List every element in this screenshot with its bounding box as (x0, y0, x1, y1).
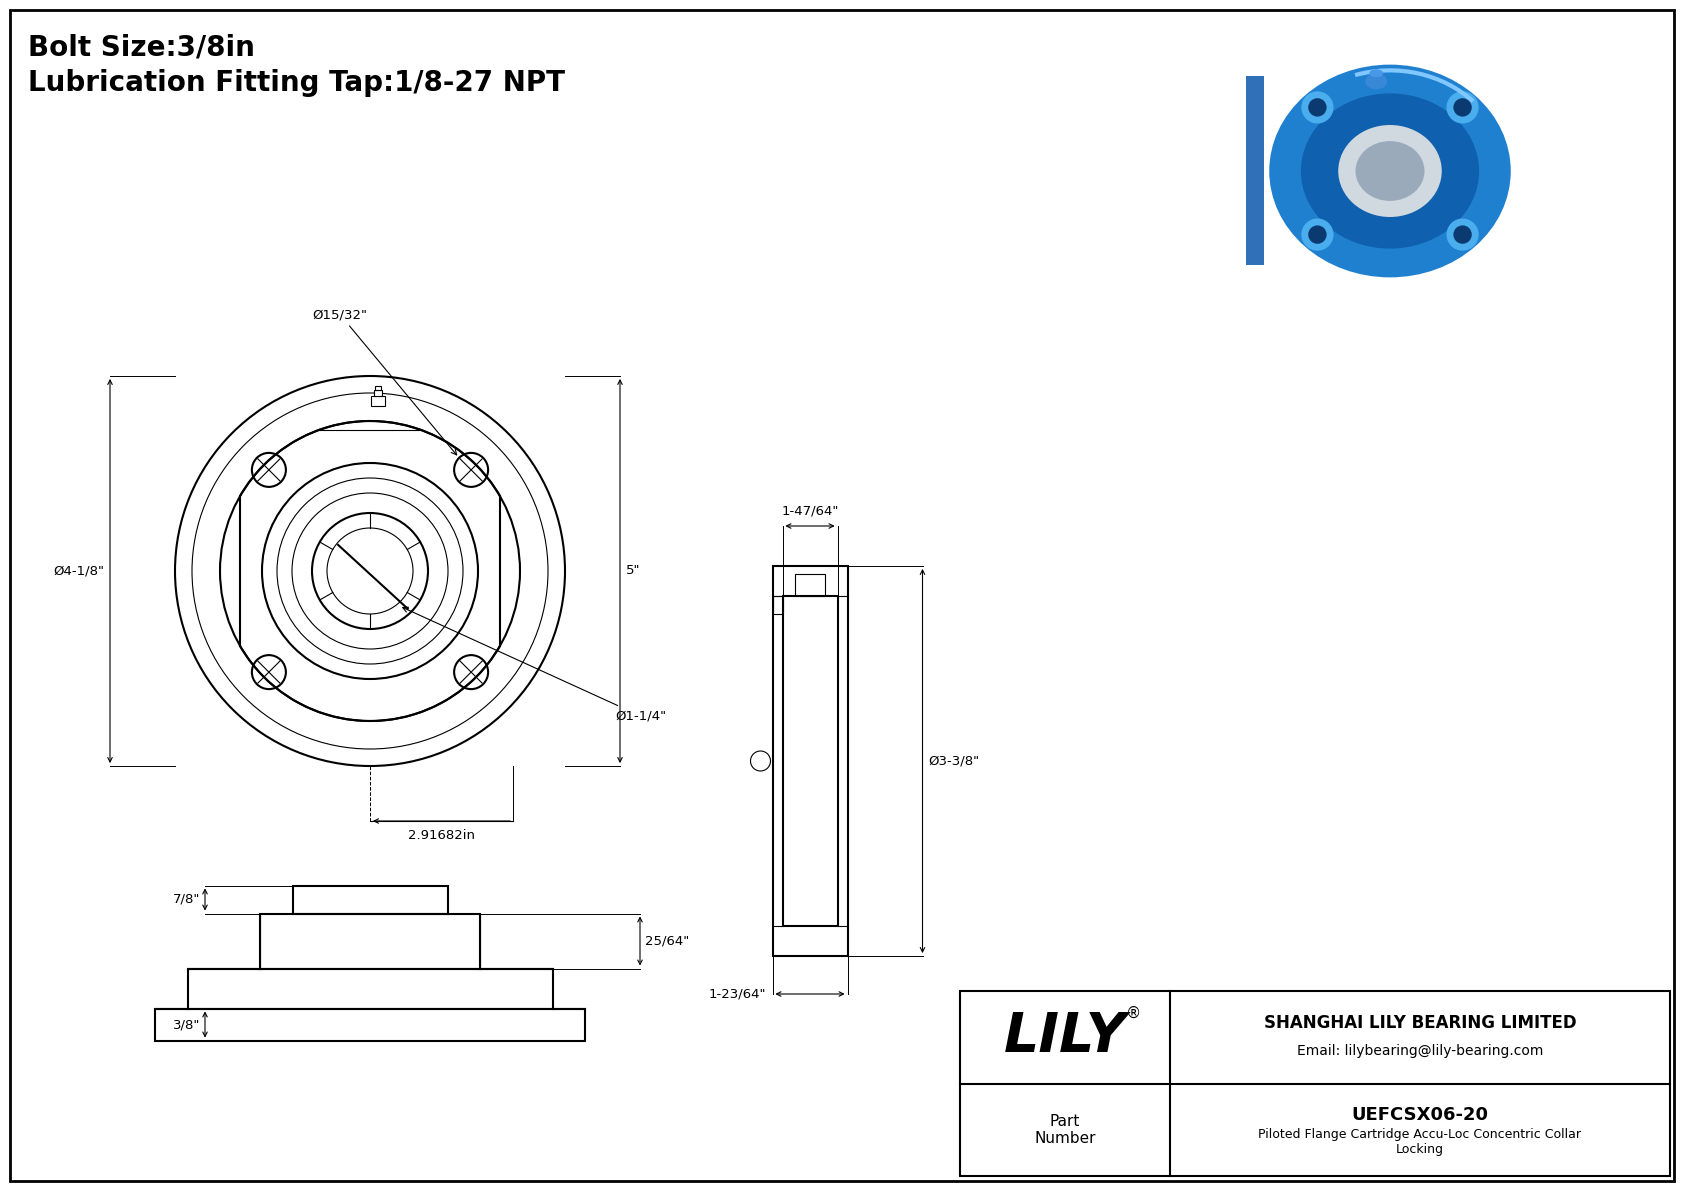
Text: Lubrication Fitting Tap:1/8-27 NPT: Lubrication Fitting Tap:1/8-27 NPT (29, 69, 566, 96)
Text: SHANGHAI LILY BEARING LIMITED: SHANGHAI LILY BEARING LIMITED (1263, 1015, 1576, 1033)
Text: Ø1-1/4": Ø1-1/4" (402, 607, 667, 723)
Text: UEFCSX06-20: UEFCSX06-20 (1352, 1105, 1489, 1124)
Bar (374, 389, 382, 395)
Bar (795, 574, 825, 596)
Ellipse shape (1369, 69, 1383, 77)
Bar (370, 395, 386, 406)
Text: 5": 5" (626, 565, 640, 578)
Circle shape (1302, 218, 1334, 250)
Ellipse shape (1339, 125, 1442, 217)
Circle shape (1447, 92, 1479, 124)
Text: Piloted Flange Cartridge Accu-Loc Concentric Collar
Locking: Piloted Flange Cartridge Accu-Loc Concen… (1258, 1128, 1581, 1155)
Circle shape (1308, 225, 1327, 244)
Text: Ø3-3/8": Ø3-3/8" (928, 755, 980, 767)
Bar (259, 913, 480, 968)
Text: ®: ® (1125, 1005, 1140, 1021)
Bar (1246, 75, 1263, 266)
Bar (773, 566, 847, 956)
Circle shape (1447, 218, 1479, 250)
Text: 1-47/64": 1-47/64" (781, 505, 839, 518)
Ellipse shape (1366, 74, 1388, 89)
Bar (187, 968, 552, 1009)
Bar (960, 991, 1671, 1176)
Bar (773, 596, 783, 615)
Text: Ø4-1/8": Ø4-1/8" (52, 565, 104, 578)
Text: 2.91682in: 2.91682in (408, 829, 475, 842)
Circle shape (1453, 225, 1472, 244)
Bar (376, 386, 381, 389)
Bar (783, 596, 837, 925)
Bar (293, 885, 448, 913)
Ellipse shape (1300, 93, 1479, 249)
Text: Part
Number: Part Number (1034, 1114, 1096, 1146)
Text: LILY: LILY (1004, 1010, 1127, 1065)
Text: Bolt Size:3/8in: Bolt Size:3/8in (29, 33, 254, 61)
Bar (155, 1009, 584, 1041)
Text: 3/8": 3/8" (173, 1018, 200, 1031)
Circle shape (1302, 92, 1334, 124)
Circle shape (1308, 98, 1327, 117)
Ellipse shape (1356, 141, 1425, 201)
Text: 25/64": 25/64" (645, 935, 689, 948)
Text: 7/8": 7/8" (173, 893, 200, 906)
Text: Email: lilybearing@lily-bearing.com: Email: lilybearing@lily-bearing.com (1297, 1045, 1543, 1059)
Text: 1-23/64": 1-23/64" (709, 987, 766, 1000)
Text: Ø15/32": Ø15/32" (313, 308, 456, 455)
Ellipse shape (1270, 64, 1511, 278)
Circle shape (1453, 98, 1472, 117)
